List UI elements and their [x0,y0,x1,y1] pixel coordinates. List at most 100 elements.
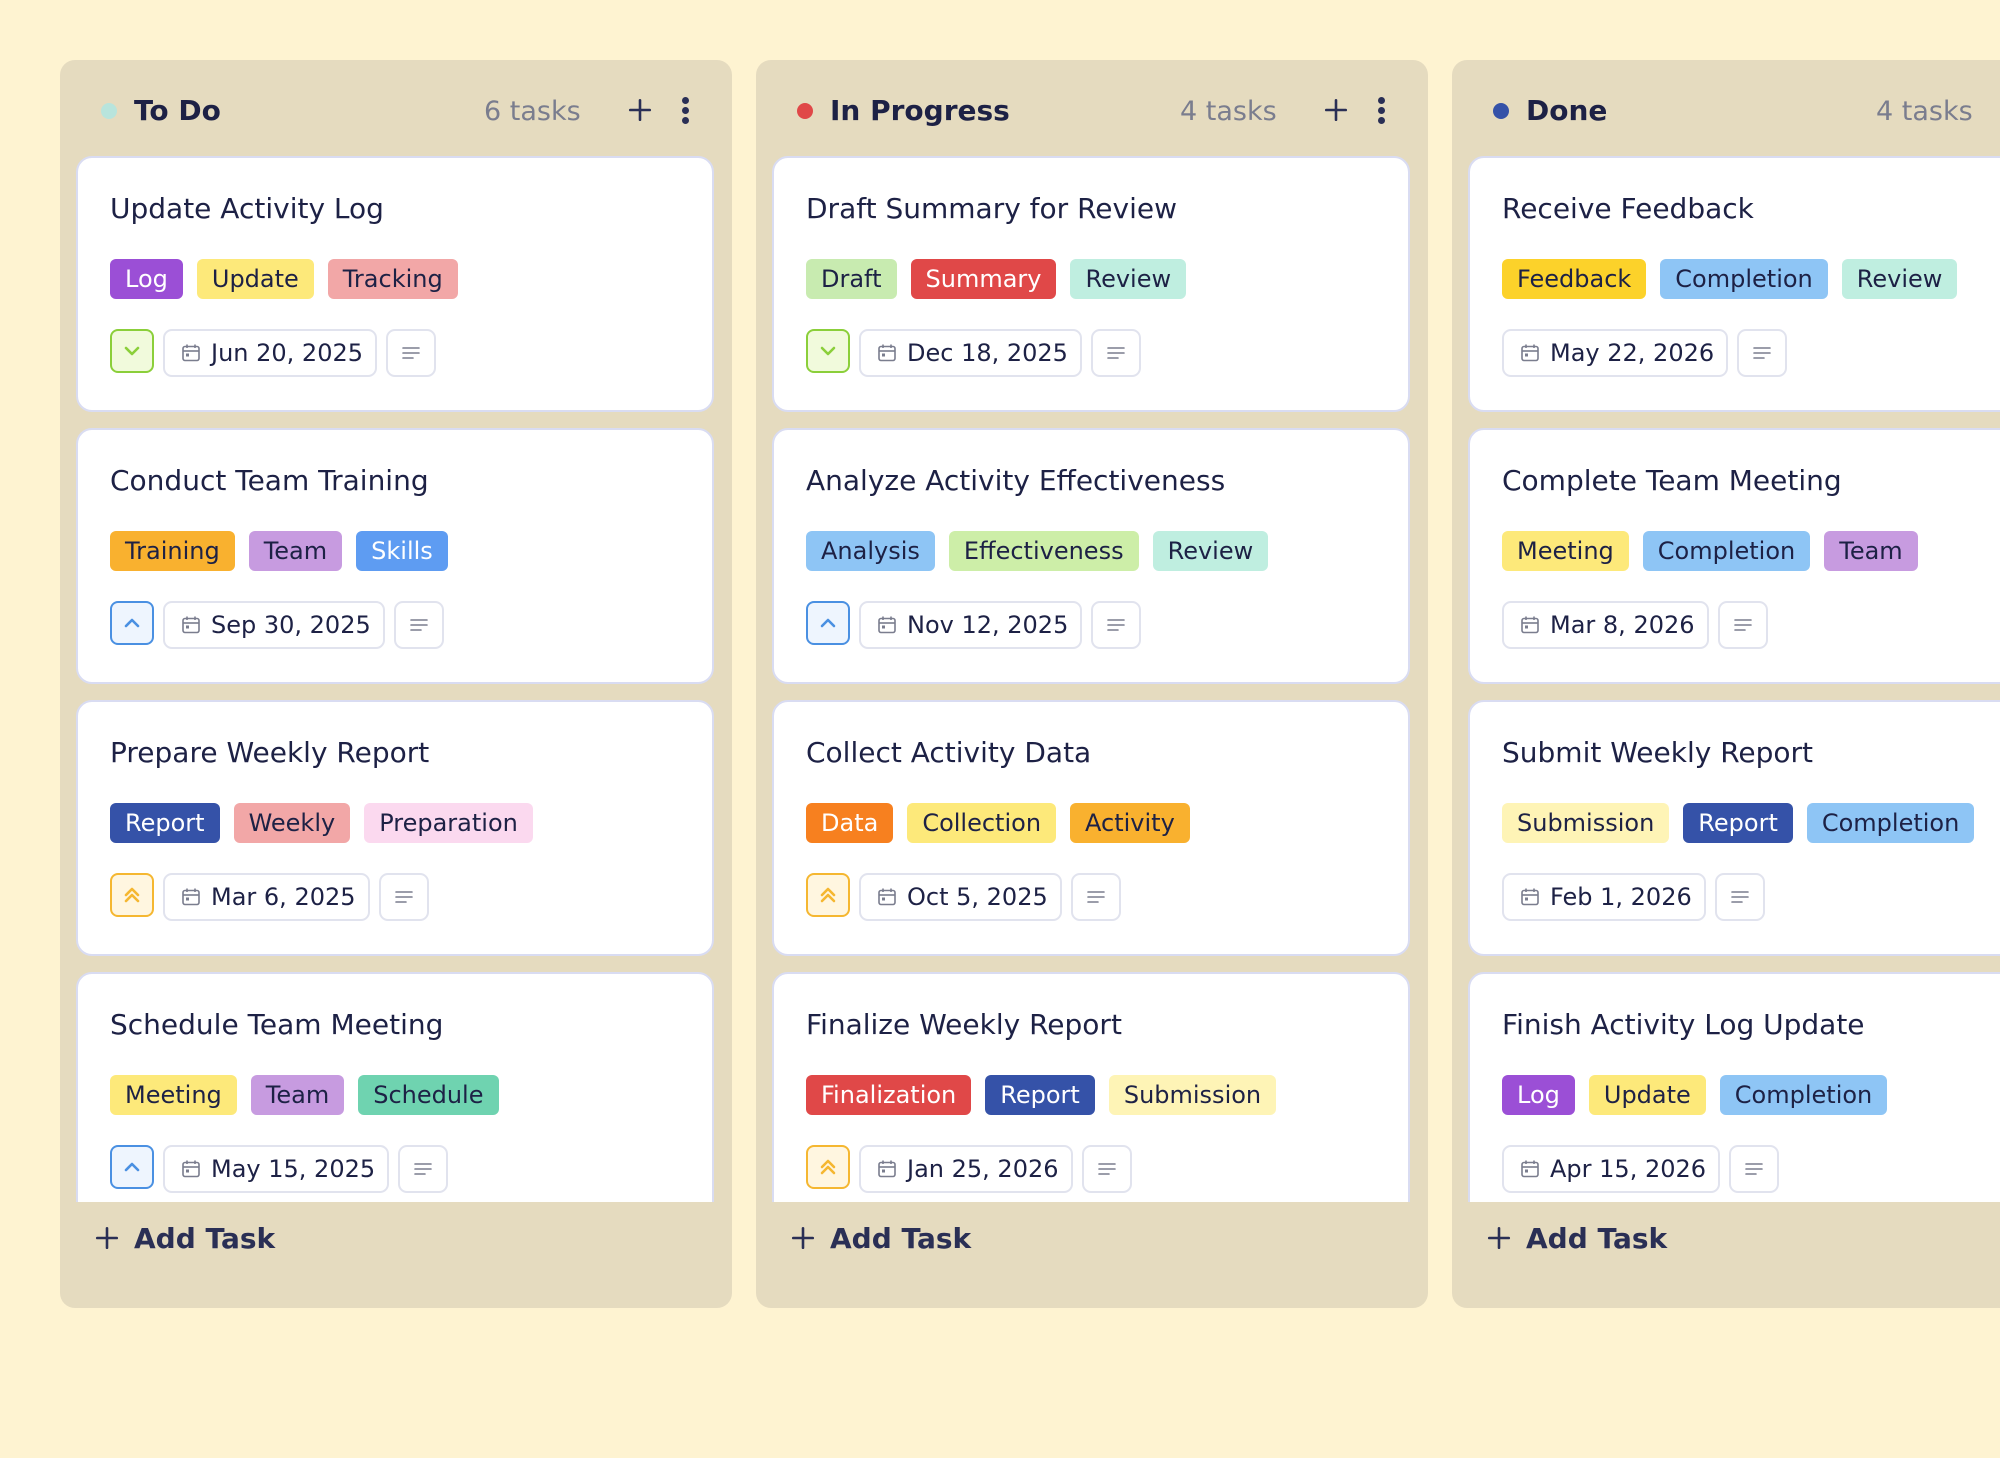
task-card[interactable]: Receive Feedback Feedback Completion Review… [1468,156,2000,412]
card-meta: May 22, 2026 [1502,329,1788,377]
due-date-button[interactable]: Sep 30, 2025 [163,601,385,649]
add-task-button[interactable]: Add Task [1486,1208,1667,1268]
task-count: 6 tasks [484,96,581,127]
add-task-button[interactable]: Add Task [94,1208,275,1268]
task-card[interactable]: Analyze Activity Effectiveness Analysis Ef… [772,428,1410,684]
cards-list: Receive Feedback Feedback Completion Review… [1468,156,2000,1202]
tag-badge: Draft [806,259,897,299]
notes-button[interactable] [1729,1145,1780,1193]
tag-badge: Submission [1502,803,1670,843]
task-card[interactable]: Finish Activity Log Update Log Update Compl… [1468,972,2000,1202]
add-task-button[interactable]: Add Task [790,1208,971,1268]
priority-button[interactable] [806,329,850,373]
tag-badge: Tracking [327,259,458,299]
double-chevron-up-icon [817,1156,839,1178]
task-card[interactable]: Update Activity Log Log Update Tracking Jun … [76,156,714,412]
card-title: Collect Activity Data [806,736,1092,769]
notes-button[interactable] [393,601,444,649]
card-title: Draft Summary for Review [806,192,1177,225]
calendar-icon [181,615,201,635]
priority-button[interactable] [110,601,154,645]
tag-list: Log Update Tracking [110,259,458,299]
tag-badge: Finalization [806,1075,972,1115]
notes-icon [409,617,429,633]
due-date-button[interactable]: Dec 18, 2025 [859,329,1082,377]
notes-button[interactable] [1091,601,1142,649]
add-card-button[interactable] [1316,90,1356,130]
due-date-button[interactable]: Apr 15, 2026 [1502,1145,1721,1193]
priority-button[interactable] [806,1145,850,1189]
calendar-icon [877,343,897,363]
notes-icon [1733,617,1753,633]
tag-badge: Review [1070,259,1187,299]
notes-button[interactable] [1717,601,1768,649]
column-menu-button[interactable] [675,90,695,130]
card-meta: Mar 6, 2025 [110,873,429,921]
kanban-board: To Do 6 tasks Update Activity Log Log Update… [60,60,2000,1310]
due-date-button[interactable]: May 15, 2025 [163,1145,390,1193]
card-title: Conduct Team Training [110,464,429,497]
due-date: Mar 8, 2026 [1550,611,1695,639]
card-meta: Dec 18, 2025 [806,329,1141,377]
add-card-button[interactable] [620,90,660,130]
column-title: In Progress [830,94,1010,127]
due-date-button[interactable]: Oct 5, 2025 [859,873,1062,921]
due-date: May 15, 2025 [211,1155,376,1183]
due-date-button[interactable]: May 22, 2026 [1502,329,1729,377]
task-card[interactable]: Schedule Team Meeting Meeting Team Schedule… [76,972,714,1202]
tag-badge: Effectiveness [948,531,1139,571]
notes-button[interactable] [1090,329,1141,377]
task-card[interactable]: Draft Summary for Review Draft Summary Revi… [772,156,1410,412]
priority-button[interactable] [110,873,154,917]
card-meta: Sep 30, 2025 [110,601,444,649]
tag-badge: Activity [1070,803,1190,843]
notes-button[interactable] [1737,329,1788,377]
tag-list: Training Team Skills [110,531,448,571]
due-date-button[interactable]: Jun 20, 2025 [163,329,378,377]
task-card[interactable]: Collect Activity Data Data Collection Activ… [772,700,1410,956]
calendar-icon [1520,343,1540,363]
tag-badge: Schedule [358,1075,499,1115]
task-card[interactable]: Complete Team Meeting Meeting Completion Te… [1468,428,2000,684]
calendar-icon [181,1159,201,1179]
notes-button[interactable] [1714,873,1765,921]
task-count: 4 tasks [1876,96,1973,127]
task-card[interactable]: Conduct Team Training Training Team Skills S… [76,428,714,684]
tag-badge: Meeting [1502,531,1629,571]
card-meta: Mar 8, 2026 [1502,601,1768,649]
notes-button[interactable] [1070,873,1121,921]
notes-button[interactable] [378,873,429,921]
column-title: To Do [134,94,221,127]
due-date-button[interactable]: Nov 12, 2025 [859,601,1083,649]
due-date-button[interactable]: Feb 1, 2026 [1502,873,1706,921]
notes-button[interactable] [386,329,437,377]
status-dot [101,103,117,119]
task-card[interactable]: Submit Weekly Report Submission Report Comp… [1468,700,2000,956]
task-card[interactable]: Finalize Weekly Report Finalization Report… [772,972,1410,1202]
due-date-button[interactable]: Mar 8, 2026 [1502,601,1709,649]
tag-badge: Collection [907,803,1057,843]
priority-button[interactable] [806,873,850,917]
due-date-button[interactable]: Jan 25, 2026 [859,1145,1073,1193]
task-card[interactable]: Prepare Weekly Report Report Weekly Prepara… [76,700,714,956]
priority-button[interactable] [806,601,850,645]
notes-icon [1106,617,1126,633]
notes-icon [413,1161,433,1177]
due-date: May 22, 2026 [1550,339,1715,367]
tag-list: Feedback Completion Review [1502,259,1958,299]
card-title: Prepare Weekly Report [110,736,430,769]
due-date-button[interactable]: Mar 6, 2025 [163,873,370,921]
calendar-icon [877,887,897,907]
tag-badge: Report [110,803,220,843]
column-header: To Do 6 tasks [60,60,732,156]
priority-button[interactable] [110,329,154,373]
calendar-icon [1520,1159,1540,1179]
cards-list: Update Activity Log Log Update Tracking Jun … [76,156,714,1202]
notes-button[interactable] [1081,1145,1132,1193]
tag-badge: Review [1152,531,1269,571]
column-menu-button[interactable] [1371,90,1391,130]
notes-button[interactable] [398,1145,449,1193]
priority-button[interactable] [110,1145,154,1189]
card-title: Analyze Activity Effectiveness [806,464,1226,497]
chevron-up-icon [817,612,839,634]
